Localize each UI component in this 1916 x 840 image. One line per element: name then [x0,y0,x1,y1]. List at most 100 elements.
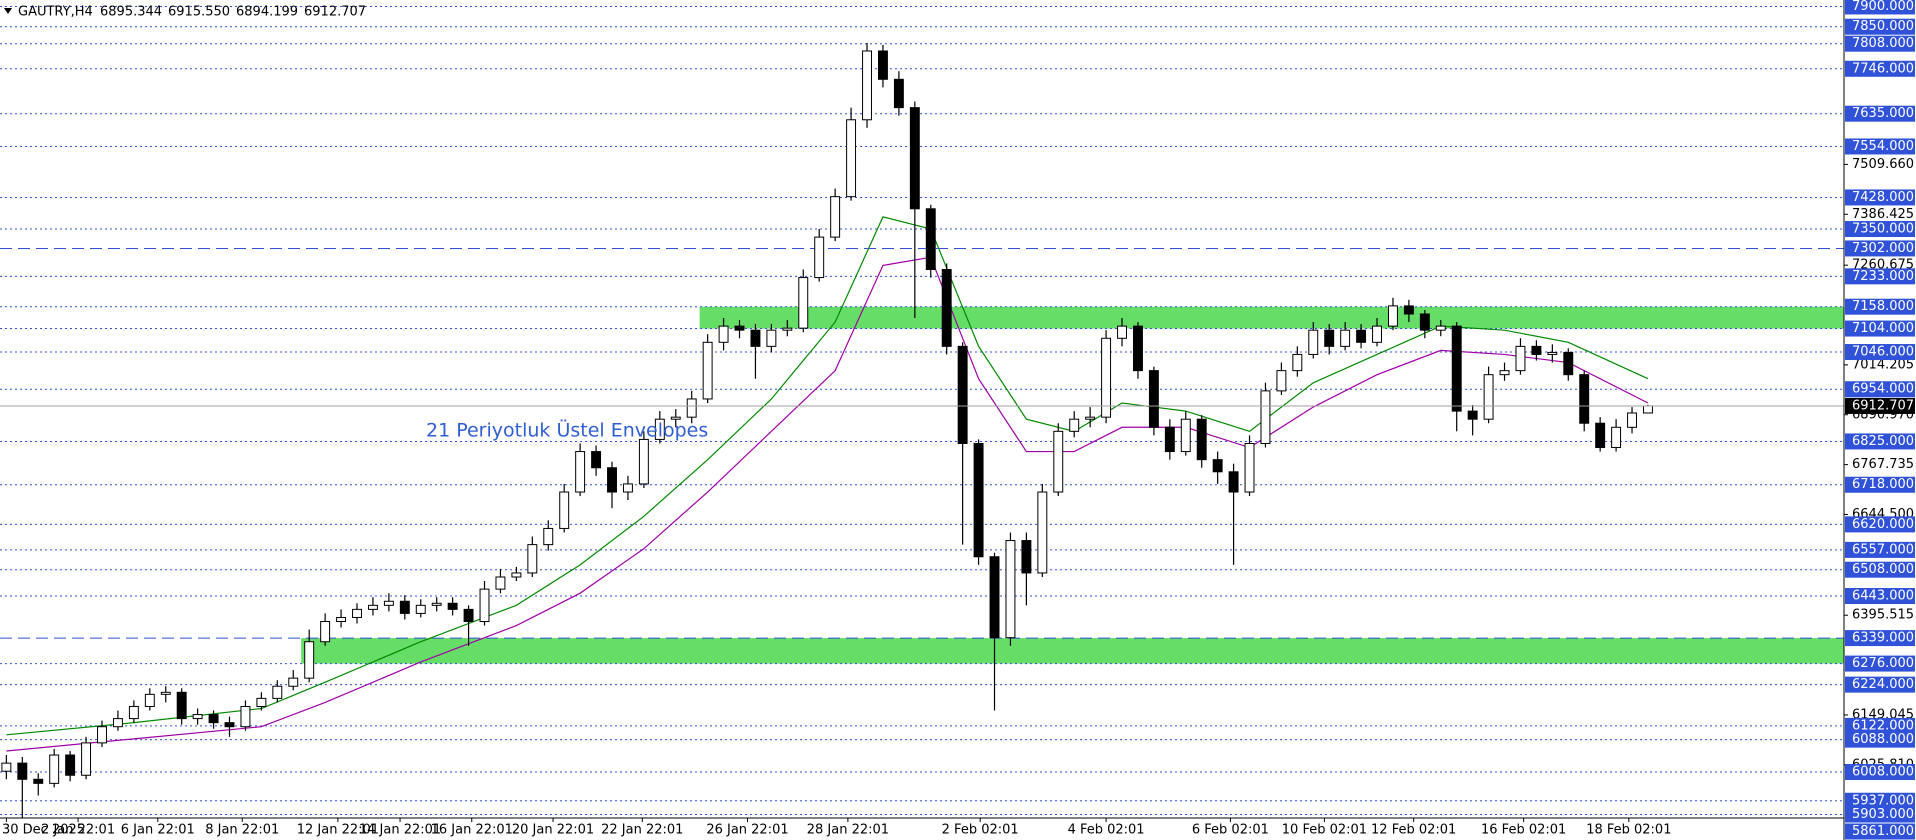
level-label-box [1845,792,1915,809]
candle-body [989,556,1000,639]
candle-body [877,50,888,80]
level-label-box [1845,344,1915,361]
candle-body [702,341,713,400]
y-tick-label: 6767.735 [1852,457,1914,472]
level-label-box [1845,731,1915,748]
level-label-box [1845,823,1915,840]
candle-body [415,604,426,614]
candle-body [1037,491,1048,574]
candle-body [176,691,187,720]
level-label: 7554.000 [1852,139,1914,154]
level-label-box [1845,655,1915,672]
candle-body [750,329,761,347]
candle-body [575,451,586,493]
level-label: 6008.000 [1852,765,1914,780]
candle-body [1372,325,1382,343]
level-label-box [1845,717,1915,734]
level-label: 6088.000 [1852,732,1914,747]
level-label: 7233.000 [1852,269,1914,284]
level-label-box [1845,138,1915,155]
candle-body [479,588,490,623]
candle-body [607,467,617,493]
level-label: 7850.000 [1852,19,1914,34]
candle-body [1627,412,1637,428]
level-label-box [1845,221,1915,238]
menu-arrow[interactable] [4,8,12,14]
level-label-box [1845,630,1915,647]
candle-body [1419,313,1430,331]
candle-body [112,718,123,728]
candle-body [1611,426,1622,449]
candle-body [288,677,299,687]
header-value: 6912.707 [304,5,366,20]
level-label: 7635.000 [1852,106,1914,121]
candle-body [1005,540,1016,639]
candle-body [97,726,107,744]
candle-body [1547,351,1558,355]
candle-body [1403,305,1414,315]
x-tick-label: 4 Feb 02:01 [1068,823,1145,838]
candle-body [1085,416,1096,420]
candle-body [49,754,60,784]
candle-body [1069,418,1080,432]
candle-body [862,50,872,121]
level-label: 6825.000 [1852,434,1914,449]
candle-body [909,107,920,210]
x-tick-label: 16 Jan 22:01 [431,823,513,838]
candle-body [1196,418,1207,461]
level-label-box [1845,18,1915,35]
level-label: 6718.000 [1852,477,1914,492]
candle-body [734,325,745,331]
candle-body [1276,370,1287,392]
candle-body [1053,430,1064,493]
level-label-box [1845,189,1915,206]
x-tick-label: 6 Jan 22:01 [121,823,195,838]
candle-body [224,722,235,728]
candle-body [670,416,681,420]
candle-body [1435,325,1446,331]
candle-body [1101,337,1112,418]
level-label: 7746.000 [1852,61,1914,76]
candle-body [495,576,506,590]
candle-body [846,119,857,198]
candle-body [463,608,474,623]
level-label-box [1845,105,1915,122]
candle-body [766,329,777,347]
y-tick-label: 7386.425 [1852,207,1914,222]
annotation: 21 Periyotluk Üstel Envelopes [426,419,708,442]
level-label-box [1845,433,1915,450]
level-label-box [1845,381,1915,398]
candle-body [192,714,203,720]
candle-body [128,705,139,720]
candle-body [1260,390,1271,444]
candle-body [591,451,602,469]
level-label: 6276.000 [1852,656,1914,671]
candle-body [511,572,522,578]
candle-body [367,604,378,610]
level-label: 7900.000 [1852,0,1914,14]
y-tick-label: 7014.205 [1852,357,1914,372]
candle-body [17,762,28,780]
level-label: 7428.000 [1852,190,1914,205]
level-label: 7808.000 [1852,36,1914,51]
candle-body [1148,370,1159,428]
y-tick-label: 6395.515 [1852,608,1914,623]
x-tick-label: 12 Feb 02:01 [1371,823,1456,838]
y-tick-label: 7509.660 [1852,157,1914,172]
candle-body [1483,374,1494,420]
level-label-box [1845,676,1915,693]
header: GAUTRY,H4 6895.344 6915.550 6894.199 6912.7… [4,5,366,20]
candle-body [1531,345,1542,355]
level-label: 6339.000 [1852,631,1914,646]
level-label-box [1845,298,1915,315]
candle-body [304,641,315,679]
level-label-box [1845,561,1915,578]
candle-body [399,600,410,614]
candle-body [1643,405,1653,414]
date-strip [0,818,1844,840]
level-label: 6122.000 [1852,718,1914,733]
candle-body [527,544,538,574]
candle-body [941,268,952,347]
